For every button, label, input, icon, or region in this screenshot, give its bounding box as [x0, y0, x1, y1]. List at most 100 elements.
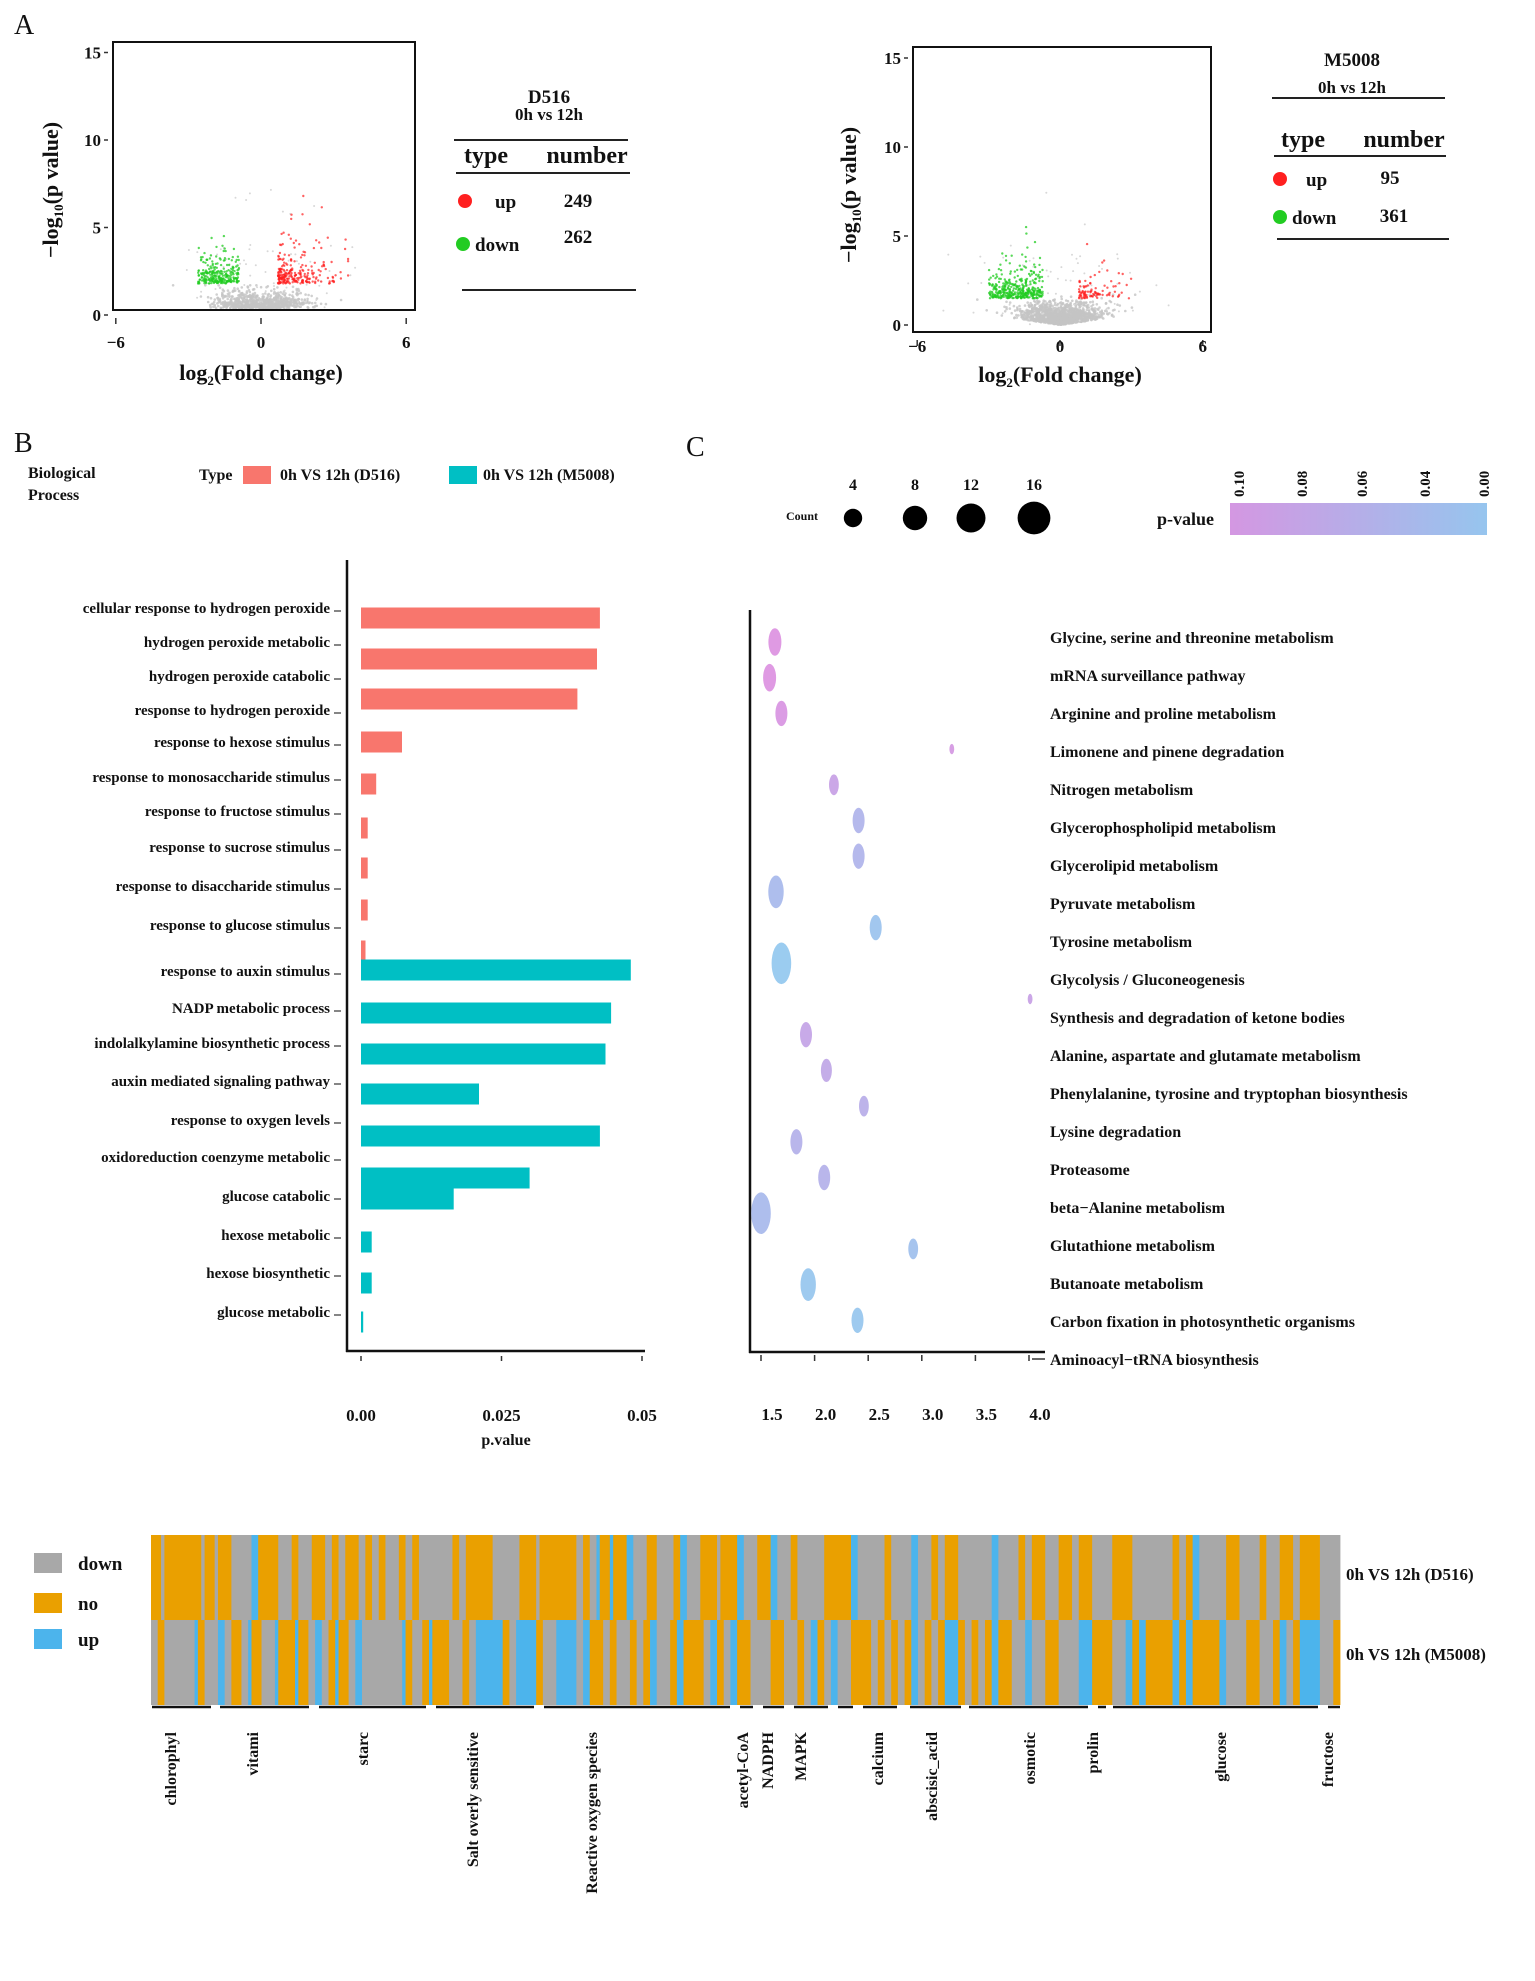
- volcano-point-ns: [1089, 300, 1092, 304]
- volcano-point-down: [237, 268, 240, 271]
- volcano-point-ns: [1023, 304, 1027, 307]
- volcano-point-up: [1079, 285, 1082, 288]
- bar-d516: [361, 899, 368, 921]
- volcano-point-ns: [1003, 310, 1007, 313]
- volcano-point-ns: [226, 289, 230, 292]
- volcano-point-up: [346, 260, 350, 263]
- volcano-point-up: [1082, 296, 1086, 300]
- pathway-bubble: [852, 807, 865, 834]
- volcano-point-down: [1032, 271, 1036, 275]
- volcano-point-ns: [287, 259, 290, 262]
- group-label: vitami: [245, 1731, 262, 1775]
- heatmap-cell-up: [248, 1620, 252, 1705]
- volcano-point-down: [1038, 277, 1041, 280]
- volcano-point-up: [282, 268, 285, 272]
- volcano-point-ns: [1082, 308, 1085, 312]
- volcano-point-down: [214, 266, 217, 269]
- heatmap-cell-no: [519, 1535, 537, 1620]
- volcano-point-down: [995, 273, 998, 276]
- volcano-point-down: [200, 276, 204, 279]
- bar-d516: [361, 648, 597, 670]
- heatmap-cell-no: [646, 1535, 658, 1620]
- volcano-point-up: [310, 269, 314, 272]
- volcano-point-down: [1003, 278, 1006, 281]
- category-label: hydrogen peroxide catabolic: [149, 669, 330, 685]
- volcano-point-down: [206, 264, 209, 267]
- heatmap-cell-no: [536, 1620, 544, 1705]
- volcano-point-down: [1038, 289, 1041, 293]
- heatmap-cell-up: [194, 1620, 199, 1705]
- volcano-point-down: [1019, 291, 1022, 294]
- volcano-point-ns: [234, 302, 237, 306]
- heatmap-cell-down: [603, 1620, 611, 1705]
- volcano-point-ns: [1083, 223, 1086, 226]
- volcano-point-down: [999, 263, 1002, 266]
- volcano-point-ns: [318, 284, 321, 287]
- legend-subtitle: 0h vs 12h: [1318, 78, 1387, 97]
- volcano-point-down: [987, 282, 991, 285]
- volcano-point-up: [286, 263, 289, 266]
- volcano-point-ns: [1088, 311, 1091, 314]
- volcano-point-down: [1030, 273, 1034, 276]
- volcano-point-ns: [278, 294, 282, 298]
- volcano-point-down: [205, 258, 208, 261]
- volcano-point-ns: [206, 300, 210, 304]
- volcano-point-down: [219, 258, 222, 261]
- volcano-point-ns: [1042, 312, 1045, 315]
- group-label: starc: [355, 1732, 372, 1765]
- group-label: fructose: [1320, 1732, 1337, 1787]
- volcano-point-ns: [266, 293, 270, 297]
- heatmap-cell-down: [536, 1535, 540, 1620]
- volcano-point-up: [330, 260, 333, 264]
- volcano-point-down: [221, 244, 224, 247]
- chart-title-line2: Process: [28, 487, 79, 504]
- volcano-point-up: [326, 276, 330, 280]
- volcano-point-ns: [1044, 307, 1048, 310]
- x-tick-label: 4.0: [1029, 1405, 1050, 1424]
- volcano-point-down: [1041, 290, 1044, 293]
- volcano-point-down: [1023, 265, 1026, 268]
- volcano-point-up: [1085, 242, 1089, 246]
- heatmap-cell-down: [325, 1535, 333, 1620]
- volcano-point-ns: [1069, 295, 1073, 299]
- pathway-bubble: [859, 1095, 869, 1117]
- volcano-point-ns: [297, 262, 300, 265]
- volcano-point-ns: [1000, 314, 1004, 317]
- volcano-point-ns: [245, 297, 247, 300]
- kegg-bubble-chart: Count 4 8 12 16 p-value 0.10 0.08 0.06 0.04 0.0…: [748, 470, 1493, 1424]
- heatmap-cell-down: [917, 1535, 932, 1620]
- volcano-point-down: [1031, 279, 1035, 282]
- volcano-point-down: [220, 278, 224, 281]
- volcano-point-up: [1114, 285, 1117, 288]
- volcano-point-ns: [1029, 301, 1032, 305]
- volcano-point-down: [1012, 296, 1015, 300]
- legend-down-number: 361: [1380, 206, 1409, 227]
- volcano-point-ns: [1074, 316, 1077, 320]
- heatmap-cell-no: [1192, 1620, 1220, 1705]
- volcano-point-ns: [1008, 303, 1011, 306]
- heatmap-cell-up: [315, 1620, 323, 1705]
- volcano-point-up: [339, 271, 342, 274]
- color-legend-tick: 0.10: [1232, 471, 1248, 497]
- volcano-point-down: [1012, 287, 1016, 290]
- group-label: Reactive oxygen species: [584, 1732, 601, 1894]
- volcano-point-up: [298, 243, 301, 246]
- volcano-point-down: [1002, 293, 1005, 296]
- heatmap-cell-no: [204, 1535, 216, 1620]
- volcano-point-down: [1028, 296, 1031, 299]
- x-tick-label: 2.5: [869, 1405, 890, 1424]
- volcano-point-ns: [1113, 302, 1116, 305]
- volcano-point-ns: [293, 298, 297, 302]
- volcano-point-up: [306, 272, 310, 275]
- volcano-point-ns: [248, 192, 251, 195]
- volcano-point-down: [1004, 280, 1007, 283]
- volcano-point-ns: [273, 285, 275, 287]
- volcano-point-up: [312, 246, 316, 250]
- category-label: hexose metabolic: [221, 1228, 330, 1244]
- volcano-point-up: [290, 259, 293, 262]
- legend-table: D516 0h vs 12h type number up 249 down 2…: [454, 87, 636, 291]
- heatmap-cell-no: [278, 1620, 296, 1705]
- volcano-point-ns: [236, 287, 239, 291]
- volcano-point-down: [223, 259, 226, 262]
- volcano-point-ns: [1091, 300, 1095, 304]
